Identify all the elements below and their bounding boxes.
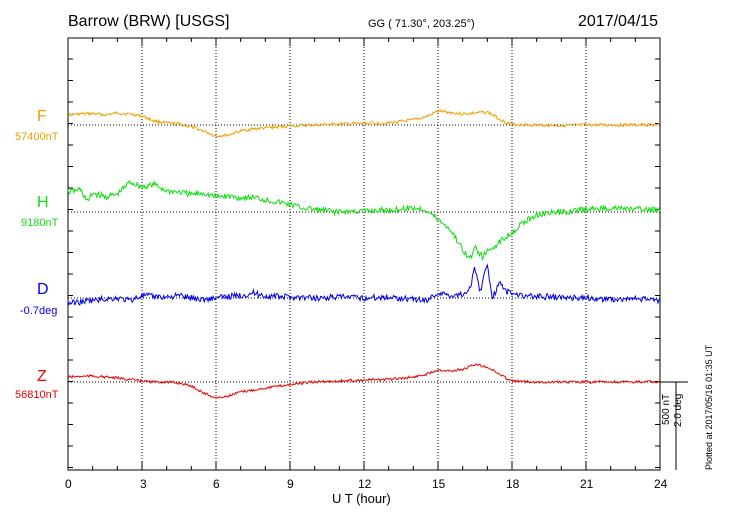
x-tick-label: 12 — [358, 477, 372, 491]
station-title: Barrow (BRW) [USGS] — [68, 13, 230, 30]
scale-label-deg: 2.0 deg — [673, 393, 684, 427]
x-tick-label: 21 — [580, 477, 594, 491]
channel-label-h: H — [37, 194, 49, 211]
scale-label-nt: 500 nT — [661, 393, 672, 425]
plotted-timestamp: Plotted at 2017/05/16 01:35 UT — [704, 344, 714, 470]
series-line-f — [68, 109, 660, 138]
channel-baseline-d: -0.7deg — [20, 305, 58, 317]
channel-label-f: F — [37, 108, 47, 125]
series-line-h — [67, 179, 661, 262]
x-tick-label: 3 — [140, 477, 147, 491]
channel-baseline-f: 57400nT — [15, 131, 59, 143]
series-line-d — [67, 263, 661, 306]
channel-label-d: D — [37, 281, 49, 298]
x-tick-label: 6 — [213, 477, 220, 491]
x-tick-label: 9 — [287, 477, 294, 491]
channel-label-z: Z — [37, 368, 47, 385]
station-coordinates: GG ( 71.30°, 203.25°) — [368, 18, 475, 30]
x-tick-label: 0 — [65, 477, 72, 491]
plot-date: 2017/04/15 — [578, 13, 659, 30]
x-tick-label: 18 — [506, 477, 520, 491]
x-axis-label: U T (hour) — [332, 491, 391, 506]
series-line-z — [67, 363, 661, 399]
x-tick-label: 15 — [432, 477, 446, 491]
channel-baseline-h: 9180nT — [21, 217, 59, 229]
channel-baseline-z: 56810nT — [15, 389, 59, 401]
x-tick-label: 24 — [654, 477, 668, 491]
